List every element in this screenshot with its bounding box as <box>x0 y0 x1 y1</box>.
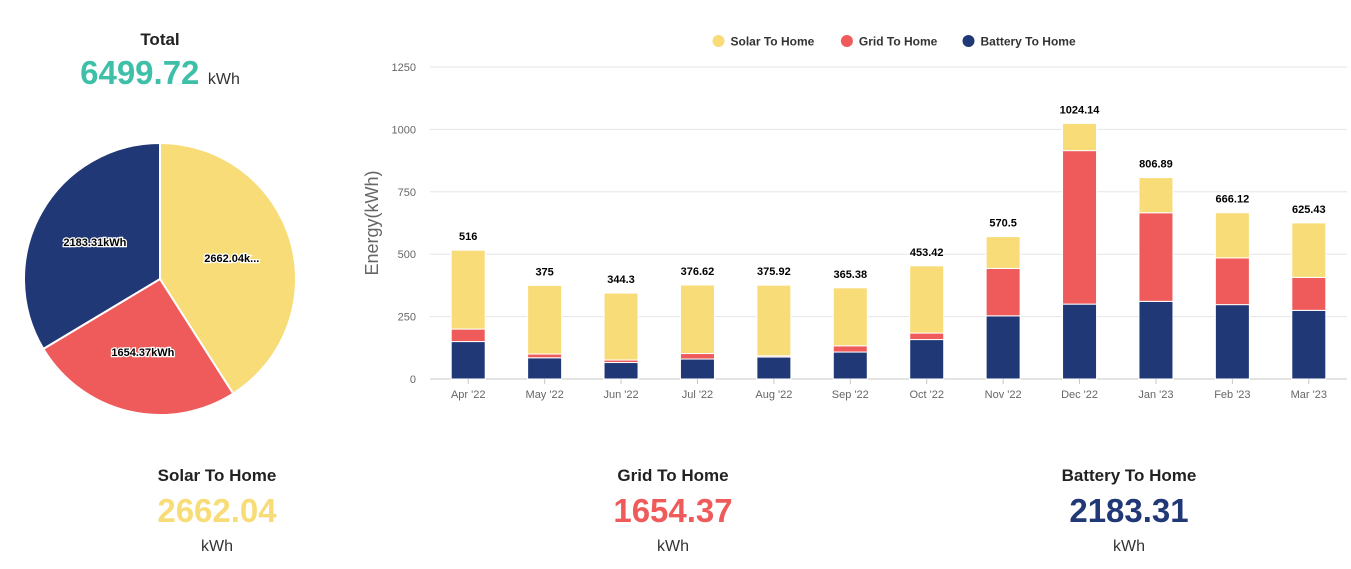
bar-total-label: 806.89 <box>1139 159 1173 171</box>
legend-marker-battery-to-home <box>962 35 975 47</box>
pie-label-battery-to-home: 2183.31kWh <box>63 237 126 249</box>
legend-marker-grid-to-home <box>840 35 853 47</box>
summary-grid-value: 1654.37 <box>613 492 733 529</box>
bar-battery-to-home <box>603 362 639 380</box>
legend-label-grid-to-home: Grid To Home <box>859 35 938 49</box>
bar-total-label: 375.92 <box>757 266 791 278</box>
bar-battery-to-home <box>1062 303 1098 380</box>
x-tick-label: May '22 <box>526 389 564 401</box>
y-tick-label: 1000 <box>392 124 416 136</box>
legend-marker-solar-to-home <box>712 35 725 47</box>
energy-pie-chart: 2662.04k... 1654.37kWh 2183.31kWh <box>23 141 297 416</box>
x-tick-label: Jul '22 <box>682 389 713 401</box>
bar-grid-to-home <box>1138 212 1174 302</box>
summary-solar: Solar To Home 2662.04 kWh <box>97 466 337 556</box>
summary-battery-value: 2183.31 <box>1069 492 1189 529</box>
bar-battery-to-home <box>909 339 945 380</box>
summary-grid-label: Grid To Home <box>617 466 729 485</box>
legend-label-battery-to-home: Battery To Home <box>981 35 1076 49</box>
bar-solar-to-home <box>1291 222 1327 278</box>
bar-solar-to-home <box>1214 212 1250 259</box>
summary-battery: Battery To Home 2183.31 kWh <box>1009 466 1249 556</box>
bar-battery-to-home <box>1214 304 1250 380</box>
bar-solar-to-home <box>603 292 639 361</box>
bar-solar-to-home <box>832 287 868 347</box>
summary-grid: Grid To Home 1654.37 kWh <box>553 466 793 556</box>
x-tick-label: Nov '22 <box>985 389 1022 401</box>
bar-solar-to-home <box>1062 122 1098 152</box>
pie-label-grid-to-home: 1654.37kWh <box>111 347 174 359</box>
pie-label-solar-to-home: 2662.04k... <box>204 253 259 265</box>
bar-battery-to-home <box>832 351 868 380</box>
bar-grid-to-home <box>909 332 945 341</box>
pie-slice-grid-to-home <box>41 277 235 416</box>
y-tick-label: 250 <box>398 312 416 324</box>
total-panel: Total 6499.72 kWh <box>0 30 320 92</box>
summary-battery-unit: kWh <box>1113 538 1145 555</box>
bar-grid-to-home <box>832 345 868 353</box>
summary-solar-unit: kWh <box>201 538 233 555</box>
summary-grid-unit: kWh <box>657 538 689 555</box>
x-tick-label: Jan '23 <box>1138 389 1173 401</box>
bar-solar-to-home <box>909 265 945 334</box>
bar-total-label: 453.42 <box>910 247 944 259</box>
bar-solar-to-home <box>450 249 486 330</box>
x-tick-label: Feb '23 <box>1214 389 1250 401</box>
y-tick-label: 750 <box>398 187 416 199</box>
summary-solar-label: Solar To Home <box>157 466 277 485</box>
pie-slice-battery-to-home <box>23 141 161 351</box>
x-tick-label: Aug '22 <box>755 389 792 401</box>
y-tick-label: 0 <box>410 374 416 386</box>
bar-solar-to-home <box>756 284 792 357</box>
y-tick-label: 500 <box>398 249 416 261</box>
bar-total-label: 625.43 <box>1292 204 1326 216</box>
bar-grid-to-home <box>985 267 1021 317</box>
bar-battery-to-home <box>756 356 792 380</box>
x-tick-label: Jun '22 <box>603 389 638 401</box>
x-tick-label: Sep '22 <box>832 389 869 401</box>
bar-total-label: 666.12 <box>1216 194 1250 206</box>
bar-solar-to-home <box>527 284 563 355</box>
bar-total-label: 365.38 <box>833 269 867 281</box>
total-line: 6499.72 kWh <box>0 54 320 92</box>
x-tick-label: Apr '22 <box>451 389 486 401</box>
bar-battery-to-home <box>1138 300 1174 380</box>
summary-solar-value: 2662.04 <box>157 492 277 529</box>
bar-battery-to-home <box>679 358 715 380</box>
bar-total-label: 376.62 <box>681 266 715 278</box>
total-value: 6499.72 <box>80 54 200 91</box>
bar-grid-to-home <box>527 353 563 359</box>
total-unit: kWh <box>207 71 240 88</box>
total-title: Total <box>140 30 180 49</box>
bar-total-label: 1024.14 <box>1060 104 1101 116</box>
bar-grid-to-home <box>679 353 715 360</box>
y-tick-label: 1250 <box>392 62 416 74</box>
summary-battery-label: Battery To Home <box>1061 466 1197 485</box>
bar-solar-to-home <box>1138 177 1174 214</box>
legend-label-solar-to-home: Solar To Home <box>731 35 815 49</box>
bar-battery-to-home <box>1291 309 1327 380</box>
bar-grid-to-home <box>450 328 486 343</box>
bar-battery-to-home <box>985 315 1021 380</box>
bar-total-label: 375 <box>535 266 553 278</box>
bar-solar-to-home <box>985 236 1021 269</box>
bar-total-label: 344.3 <box>607 274 635 286</box>
bar-grid-to-home <box>1291 276 1327 311</box>
bar-grid-to-home <box>1214 257 1250 306</box>
bar-solar-to-home <box>679 284 715 355</box>
x-tick-label: Oct '22 <box>909 389 944 401</box>
bar-battery-to-home <box>450 341 486 380</box>
monthly-stacked-bar-chart: 0 250 500 750 1000 1250 Energy(kWh) Solar To Ho… <box>362 35 1347 401</box>
bar-total-label: 570.5 <box>989 218 1017 230</box>
x-tick-label: Dec '22 <box>1061 389 1098 401</box>
bar-battery-to-home <box>527 357 563 380</box>
x-tick-label: Mar '23 <box>1291 389 1327 401</box>
bar-total-label: 516 <box>459 231 477 243</box>
bar-grid-to-home <box>1062 150 1098 305</box>
y-axis-title: Energy(kWh) <box>362 170 382 275</box>
